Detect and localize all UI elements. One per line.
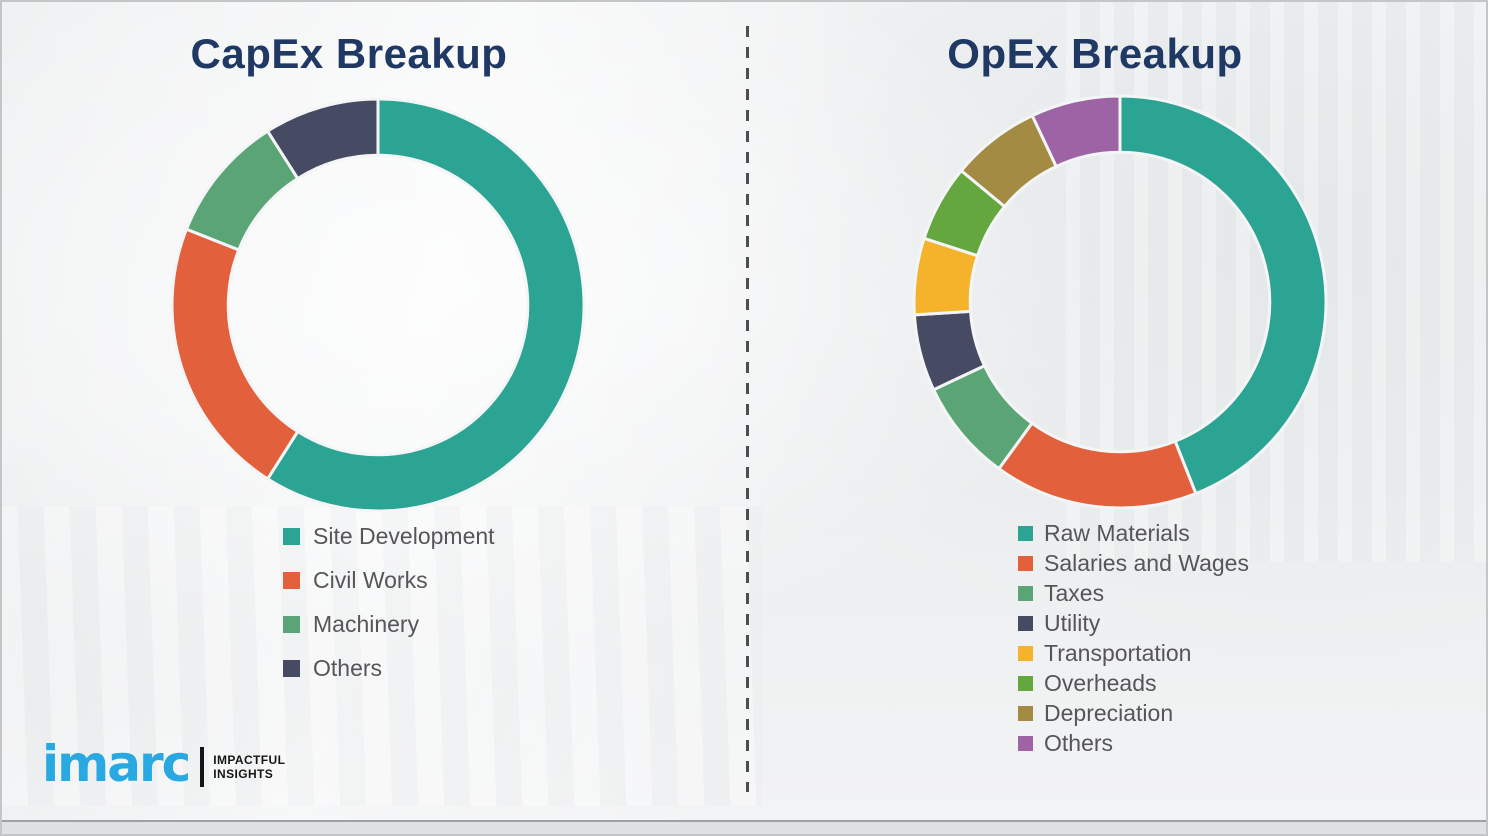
legend-label: Overheads <box>1044 669 1157 696</box>
capex-legend: Site Development Civil Works Machinery Othe… <box>283 514 495 690</box>
legend-item-overheads: Overheads <box>1018 668 1249 698</box>
imarc-logo-wordmark: imarc <box>42 735 191 793</box>
panel-divider-dashed-line <box>746 26 749 792</box>
legend-label: Taxes <box>1044 579 1105 606</box>
imarc-logo-tagline: IMPACTFUL INSIGHTS <box>213 753 285 781</box>
legend-swatch-raw-materials <box>1018 525 1033 541</box>
donut-segment-civil-works <box>170 227 300 482</box>
legend-swatch-others <box>283 659 300 677</box>
legend-label: Site Development <box>313 522 495 549</box>
opex-donut-chart <box>912 94 1328 510</box>
legend-item-depreciation: Depreciation <box>1018 698 1249 728</box>
legend-swatch-civil-works <box>283 571 300 589</box>
legend-item-utility: Utility <box>1018 608 1249 638</box>
legend-item-taxes: Taxes <box>1018 578 1249 608</box>
legend-swatch-overheads <box>1018 675 1033 691</box>
donut-segment-site-development <box>265 97 586 513</box>
legend-label: Depreciation <box>1044 699 1174 726</box>
legend-item-others: Others <box>283 646 495 690</box>
donut-segment-salaries-and-wages <box>996 421 1198 510</box>
legend-item-others: Others <box>1018 728 1249 758</box>
legend-swatch-salaries-and-wages <box>1018 555 1033 571</box>
legend-label: Transportation <box>1044 639 1192 666</box>
legend-label: Utility <box>1044 609 1101 636</box>
legend-item-site-development: Site Development <box>283 514 495 558</box>
opex-legend: Raw Materials Salaries and Wages Taxes Util… <box>1018 518 1249 758</box>
legend-swatch-depreciation <box>1018 705 1033 721</box>
tagline-line-2: INSIGHTS <box>213 767 274 781</box>
legend-item-machinery: Machinery <box>283 602 495 646</box>
legend-label: Civil Works <box>313 566 428 593</box>
legend-label: Machinery <box>313 610 420 637</box>
legend-label: Raw Materials <box>1044 519 1190 546</box>
legend-item-salaries-and-wages: Salaries and Wages <box>1018 548 1249 578</box>
legend-swatch-others <box>1018 735 1033 751</box>
tagline-line-1: IMPACTFUL <box>213 753 286 767</box>
donut-segment-raw-materials <box>1118 94 1328 496</box>
legend-label: Others <box>1044 729 1114 756</box>
legend-swatch-site-development <box>283 527 300 545</box>
legend-swatch-transportation <box>1018 645 1033 661</box>
slide-background: CapEx Breakup OpEx Breakup Site Developm… <box>2 2 1486 822</box>
legend-swatch-utility <box>1018 615 1033 631</box>
legend-item-raw-materials: Raw Materials <box>1018 518 1249 548</box>
imarc-logo: imarc IMPACTFUL INSIGHTS <box>42 736 285 792</box>
legend-item-civil-works: Civil Works <box>283 558 495 602</box>
donut-segment-others <box>1030 94 1122 169</box>
legend-swatch-taxes <box>1018 585 1033 601</box>
legend-swatch-machinery <box>283 615 300 633</box>
capex-chart-title: CapEx Breakup <box>190 30 508 77</box>
legend-label: Salaries and Wages <box>1044 549 1249 576</box>
legend-label: Others <box>313 654 383 681</box>
opex-chart-title: OpEx Breakup <box>947 30 1243 77</box>
donut-segment-others <box>265 97 380 181</box>
legend-item-transportation: Transportation <box>1018 638 1249 668</box>
capex-donut-chart <box>170 97 586 513</box>
logo-divider-bar <box>200 747 205 787</box>
